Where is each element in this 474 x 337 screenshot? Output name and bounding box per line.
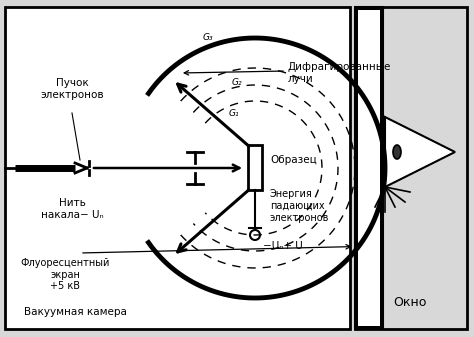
Text: Флуоресцентный
экран
+5 кВ: Флуоресцентный экран +5 кВ xyxy=(20,258,109,291)
Ellipse shape xyxy=(393,145,401,159)
Text: Образец: Образец xyxy=(270,155,317,165)
Bar xyxy=(248,145,262,190)
Bar xyxy=(355,7,383,329)
Text: −Uₙ+ U: −Uₙ+ U xyxy=(263,241,303,251)
Bar xyxy=(358,10,380,326)
Text: Окно: Окно xyxy=(393,296,427,308)
Text: G₂: G₂ xyxy=(231,78,242,87)
Circle shape xyxy=(250,230,260,240)
Polygon shape xyxy=(385,117,455,187)
Text: G₁: G₁ xyxy=(228,109,239,118)
Text: Пучок
электронов: Пучок электронов xyxy=(40,79,104,100)
Text: Дифрагированные
лучи: Дифрагированные лучи xyxy=(288,62,392,84)
Text: Вакуумная камера: Вакуумная камера xyxy=(24,307,127,317)
Text: Энергия
падающих
электронов: Энергия падающих электронов xyxy=(270,189,329,223)
Bar xyxy=(355,7,467,329)
Text: Нить
накала− Uₙ: Нить накала− Uₙ xyxy=(41,198,103,220)
Text: G₃: G₃ xyxy=(202,33,213,42)
Bar xyxy=(5,7,350,329)
